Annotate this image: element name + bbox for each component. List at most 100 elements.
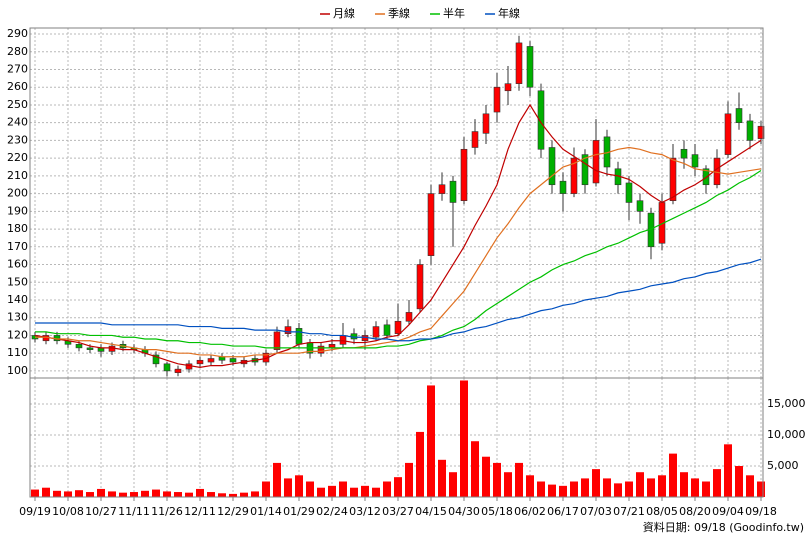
candle-body	[86, 347, 94, 350]
y-tick-label: 100	[7, 364, 28, 377]
legend-label: 年線	[498, 6, 520, 20]
y-tick-label: 290	[7, 27, 28, 40]
candle-body	[460, 148, 468, 201]
ma-line	[35, 258, 762, 342]
candle-body	[174, 368, 182, 373]
x-tick-label: 09/04	[712, 505, 744, 518]
volume-bar	[119, 492, 127, 497]
candle-body	[746, 120, 754, 141]
candle-body	[636, 200, 644, 212]
y-tick-label: 120	[7, 328, 28, 341]
candle-body	[394, 320, 402, 334]
volume-bar	[207, 492, 215, 497]
volume-bar	[42, 487, 50, 497]
volume-bar	[757, 481, 765, 497]
candle-body	[273, 331, 281, 350]
x-tick-label: 12/11	[184, 505, 216, 518]
candle-body	[526, 46, 534, 88]
volume-bar	[713, 469, 721, 497]
x-tick-label: 03/27	[382, 505, 414, 518]
candle-body	[592, 140, 600, 184]
volume-bar	[328, 485, 336, 497]
volume-bar	[647, 478, 655, 497]
volume-bar	[636, 472, 644, 497]
volume-bar	[108, 491, 116, 497]
volume-bar	[482, 456, 490, 497]
volume-bar	[130, 492, 138, 497]
x-tick-label: 06/17	[547, 505, 579, 518]
volume-bar	[537, 481, 545, 497]
volume-bar	[163, 491, 171, 497]
volume-bar	[339, 481, 347, 497]
y-tick-label: 170	[7, 240, 28, 253]
y-tick-label: 130	[7, 311, 28, 324]
x-tick-label: 10/08	[52, 505, 84, 518]
y-tick-label: 240	[7, 116, 28, 129]
y-tick-label: 210	[7, 169, 28, 182]
volume-bar	[405, 462, 413, 497]
candle-body	[438, 184, 446, 194]
legend-label: 季線	[388, 6, 410, 20]
y-tick-label: 280	[7, 45, 28, 58]
x-tick-label: 11/26	[151, 505, 183, 518]
candle-body	[383, 324, 391, 336]
volume-bar	[592, 469, 600, 497]
volume-bar	[86, 492, 94, 497]
candle-body	[515, 42, 523, 84]
legend-label: 月線	[333, 6, 355, 20]
volume-bar	[416, 431, 424, 497]
x-tick-label: 02/24	[316, 505, 348, 518]
candle-body	[691, 154, 699, 168]
plot-frame	[29, 377, 764, 498]
volume-bar	[372, 487, 380, 497]
candle-body	[669, 157, 677, 201]
candle-body	[152, 354, 160, 365]
volume-bar	[284, 478, 292, 497]
volume-bar	[306, 481, 314, 497]
volume-bar	[218, 493, 226, 497]
candle-body	[229, 358, 237, 363]
candle-body	[702, 168, 710, 186]
volume-bar	[702, 481, 710, 497]
volume-bar	[53, 490, 61, 497]
volume-bar	[515, 462, 523, 497]
candle-body	[757, 125, 765, 139]
candle-body	[163, 363, 171, 372]
y-tick-label: 260	[7, 80, 28, 93]
candle-body	[735, 108, 743, 123]
candle-body	[581, 154, 589, 186]
volume-bar	[504, 472, 512, 497]
volume-bar	[152, 489, 160, 497]
y-tick-label: 10,000	[767, 428, 806, 441]
candle-body	[548, 147, 556, 186]
candle-body	[537, 90, 545, 150]
candle-body	[482, 113, 490, 134]
y-tick-label: 190	[7, 204, 28, 217]
candle-body	[680, 148, 688, 159]
candle-body	[427, 193, 435, 256]
x-tick-label: 05/18	[481, 505, 513, 518]
y-tick-label: 140	[7, 293, 28, 306]
volume-bar	[603, 478, 611, 497]
x-tick-label: 08/20	[679, 505, 711, 518]
x-tick-label: 09/19	[19, 505, 51, 518]
volume-bar	[394, 477, 402, 497]
volume-bar	[141, 490, 149, 497]
candle-body	[449, 180, 457, 203]
volume-bar	[295, 475, 303, 497]
y-tick-label: 110	[7, 346, 28, 359]
volume-bar	[240, 492, 248, 497]
volume-bar	[383, 481, 391, 497]
volume-bar	[317, 487, 325, 497]
volume-bar	[724, 444, 732, 497]
y-tick-label: 250	[7, 98, 28, 111]
y-tick-label: 180	[7, 222, 28, 235]
volume-bar	[614, 483, 622, 497]
y-tick-label: 15,000	[767, 397, 806, 410]
candle-body	[559, 180, 567, 194]
x-tick-label: 12/29	[217, 505, 249, 518]
volume-bar	[570, 481, 578, 497]
candle-body	[471, 131, 479, 148]
y-tick-label: 220	[7, 151, 28, 164]
